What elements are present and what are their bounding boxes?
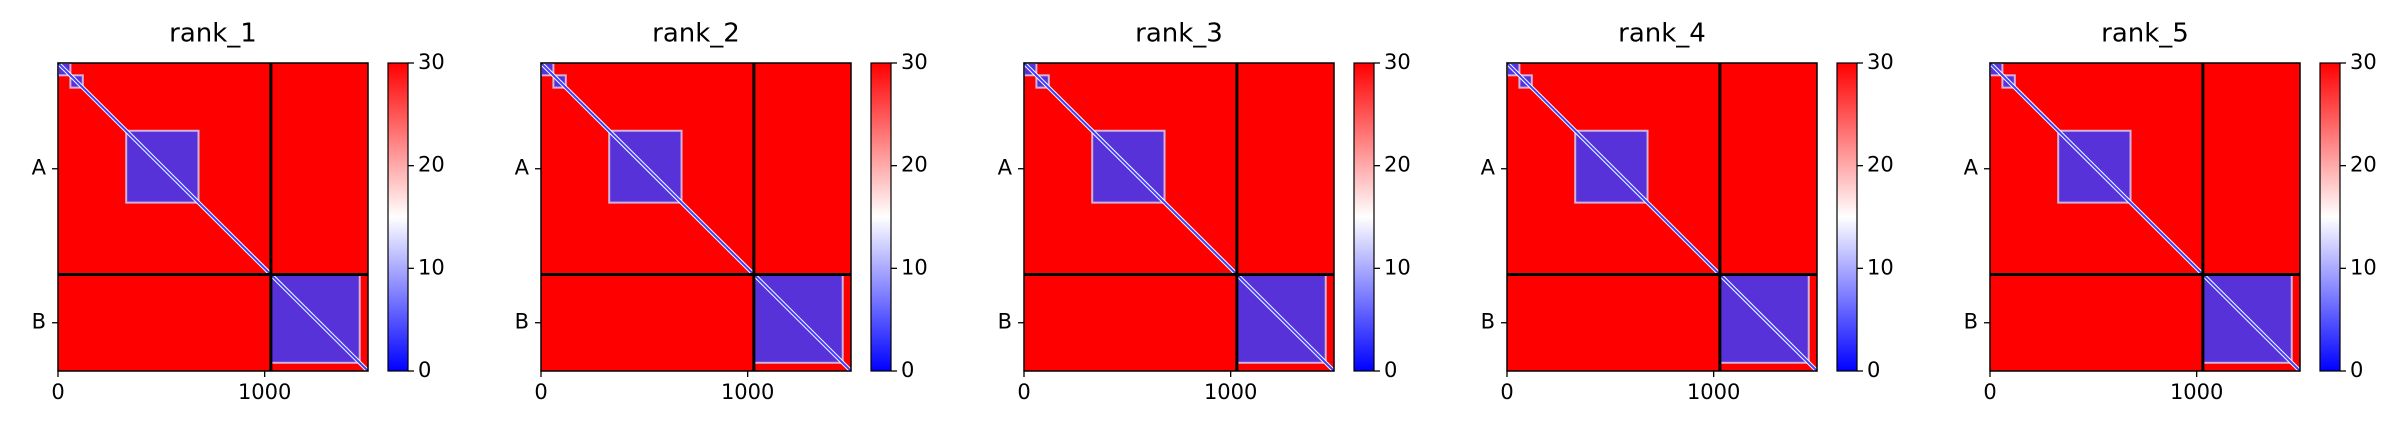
colorbar-tick-label: 10: [1384, 255, 1411, 279]
diagonal: [1506, 62, 1818, 372]
colorbar-tick-label: 10: [2350, 255, 2377, 279]
colorbar-tick-label: 0: [418, 358, 431, 382]
y-tick-label: B: [1964, 310, 1978, 334]
colorbar: [387, 62, 409, 372]
subplot-title: rank_1: [169, 19, 257, 49]
axes-frame: [1023, 62, 1335, 372]
y-tick-label: A: [32, 156, 47, 180]
colorbar-tick-label: 20: [1384, 153, 1411, 177]
y-tick-label: A: [998, 156, 1013, 180]
axes-frame: [1506, 62, 1818, 372]
colorbar-tick-label: 0: [901, 358, 914, 382]
colorbar-tick-label: 10: [1867, 255, 1894, 279]
x-tick-label: 1000: [2170, 380, 2223, 404]
diagonal: [1989, 62, 2301, 372]
axes-frame: [1989, 62, 2301, 372]
diagonal: [1023, 62, 1335, 372]
x-tick-label: 0: [1017, 380, 1030, 404]
axes-frame: [57, 62, 369, 372]
colorbar-tick-label: 20: [418, 153, 445, 177]
colorbar-tick-label: 10: [901, 255, 928, 279]
subplot-title: rank_3: [1135, 19, 1223, 49]
colorbar-tick-label: 20: [2350, 153, 2377, 177]
colorbar: [2319, 62, 2341, 372]
x-tick-label: 1000: [1687, 380, 1740, 404]
subplot-title: rank_5: [2101, 19, 2189, 49]
x-tick-label: 0: [51, 380, 64, 404]
x-tick-label: 1000: [238, 380, 291, 404]
colorbar-tick-label: 30: [901, 50, 928, 74]
colorbar: [870, 62, 892, 372]
y-tick-label: B: [515, 310, 529, 334]
colorbar: [1836, 62, 1858, 372]
diagonal: [540, 62, 852, 372]
axes-frame: [540, 62, 852, 372]
x-tick-label: 0: [1500, 380, 1513, 404]
subplot-title: rank_4: [1618, 19, 1706, 49]
y-tick-label: B: [32, 310, 46, 334]
x-tick-label: 0: [534, 380, 547, 404]
colorbar-tick-label: 30: [418, 50, 445, 74]
colorbar-tick-label: 30: [2350, 50, 2377, 74]
x-tick-label: 1000: [721, 380, 774, 404]
colorbar-tick-label: 20: [901, 153, 928, 177]
subplot-title: rank_2: [652, 19, 740, 49]
colorbar-tick-label: 20: [1867, 153, 1894, 177]
colorbar-tick-label: 0: [1867, 358, 1880, 382]
colorbar-tick-label: 10: [418, 255, 445, 279]
colorbar-tick-label: 30: [1867, 50, 1894, 74]
colorbar-tick-label: 30: [1384, 50, 1411, 74]
diagonal: [57, 62, 369, 372]
y-tick-label: B: [1481, 310, 1495, 334]
y-tick-label: A: [1964, 156, 1979, 180]
y-tick-label: B: [998, 310, 1012, 334]
y-tick-label: A: [515, 156, 530, 180]
colorbar-tick-label: 0: [1384, 358, 1397, 382]
x-tick-label: 0: [1983, 380, 1996, 404]
x-tick-label: 1000: [1204, 380, 1257, 404]
colorbar-tick-label: 0: [2350, 358, 2363, 382]
y-tick-label: A: [1481, 156, 1496, 180]
colorbar: [1353, 62, 1375, 372]
